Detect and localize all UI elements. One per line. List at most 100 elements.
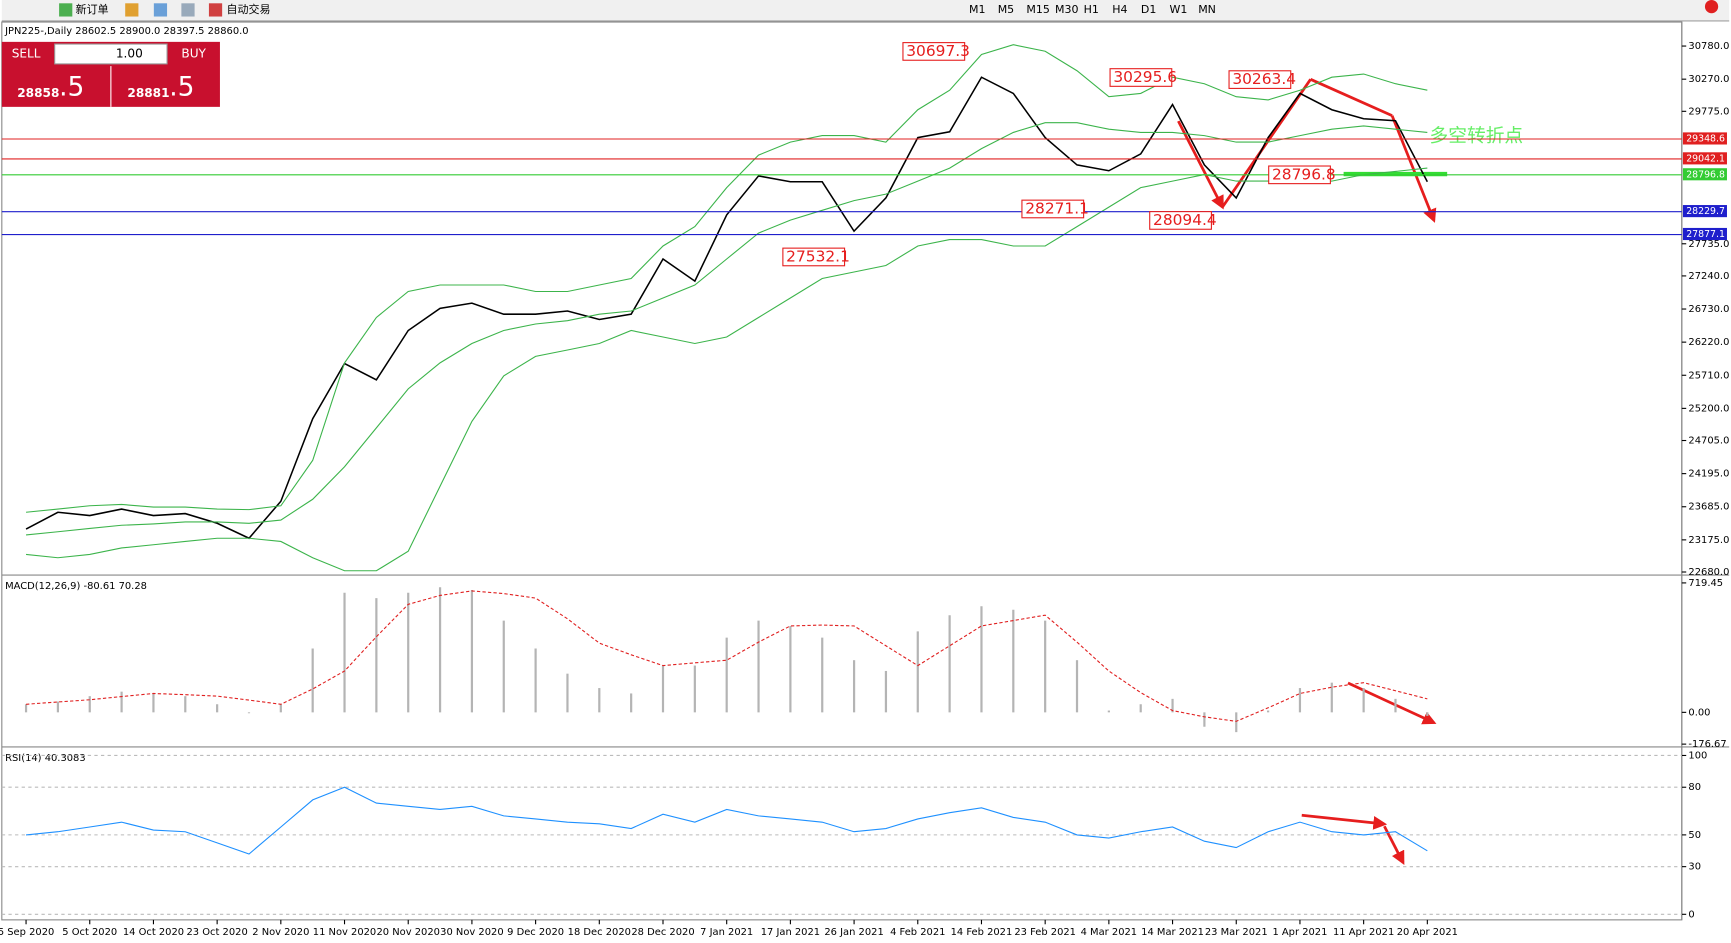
macd-arrow: [1347, 681, 1437, 725]
y-tick-label: 719.45: [1688, 578, 1723, 589]
y-tick-label: 25200.0: [1688, 403, 1729, 414]
timeframe-button[interactable]: H1: [1084, 3, 1099, 16]
x-tick-label: 20 Nov 2020: [376, 927, 439, 938]
chart-area: [1, 21, 1683, 921]
rsi-title: RSI(14) 40.3083: [5, 753, 86, 764]
indicator-line: [26, 590, 1428, 722]
y-tick-label: 30270.0: [1688, 74, 1729, 85]
y-tick-label: 50: [1688, 830, 1701, 841]
x-tick-label: 11 Nov 2020: [313, 927, 376, 938]
indicator-line: [25, 786, 1428, 855]
timeframe-button[interactable]: W1: [1170, 3, 1188, 16]
level-label-box: [1682, 168, 1727, 181]
tool-icon[interactable]: [125, 3, 139, 17]
level-label-box: [1682, 227, 1727, 241]
y-tick-label: 27240.0: [1688, 271, 1729, 282]
trend-arrow: [1390, 115, 1437, 223]
x-tick-label: 4 Feb 2021: [890, 927, 945, 938]
x-tick-label: 14 Mar 2021: [1141, 927, 1204, 938]
buy-price-pips[interactable]: .5: [169, 72, 194, 103]
x-tick-label: 11 Apr 2021: [1333, 927, 1394, 938]
x-tick-label: 14 Feb 2021: [951, 927, 1013, 938]
buy-button[interactable]: BUY: [181, 46, 206, 60]
y-tick-label: 26220.0: [1688, 337, 1729, 348]
annotation-box: [1149, 211, 1212, 230]
x-tick-label: 7 Jan 2021: [700, 927, 753, 938]
y-tick-label: 100: [1688, 750, 1707, 761]
timeframe-button[interactable]: M15: [1026, 3, 1050, 16]
y-tick-label: 29775.0: [1688, 106, 1729, 117]
annotation-label: 28094.4: [1153, 211, 1217, 229]
sell-price-pips[interactable]: .5: [59, 72, 84, 103]
trend-arrow: [1309, 78, 1393, 117]
macd-title: MACD(12,26,9) -80.61 70.28: [5, 581, 147, 592]
x-tick-label: 23 Mar 2021: [1205, 927, 1268, 938]
pivot-note: 多空转折点: [1430, 126, 1524, 147]
x-tick-label: 4 Mar 2021: [1081, 927, 1138, 938]
annotation-box: [782, 247, 846, 267]
toolbar: [1, 0, 1730, 21]
y-tick-label: 30780.0: [1688, 41, 1729, 52]
y-tick-label: 26730.0: [1688, 304, 1729, 315]
x-tick-label: 1 Apr 2021: [1272, 927, 1327, 938]
timeframe-button[interactable]: M5: [998, 3, 1014, 16]
new-order-icon[interactable]: [59, 3, 73, 17]
auto-trading-icon[interactable]: [208, 3, 223, 17]
timeframe-button[interactable]: MN: [1198, 3, 1216, 16]
annotation-box: [1021, 199, 1085, 219]
x-tick-label: 18 Dec 2020: [568, 927, 631, 938]
level-label: 28796.8: [1686, 169, 1725, 180]
level-label: 28229.7: [1686, 206, 1725, 217]
level-label-box: [1682, 152, 1727, 165]
level-label: 29042.1: [1686, 153, 1725, 164]
annotation-label: 28796.8: [1272, 165, 1336, 183]
y-tick-label: 23175.0: [1688, 535, 1729, 546]
volume-box[interactable]: [54, 43, 168, 65]
buy-price[interactable]: 28881: [127, 86, 169, 100]
annotation-label: 30263.4: [1232, 70, 1296, 88]
sell-button[interactable]: SELL: [12, 46, 41, 60]
x-tick-label: 5 Sep 2020: [0, 927, 54, 938]
y-tick-label: 24705.0: [1688, 436, 1729, 447]
x-tick-label: 20 Apr 2021: [1397, 927, 1458, 938]
bollinger-band: [25, 44, 1428, 513]
volume-input[interactable]: 1.00: [116, 46, 143, 60]
x-tick-label: 23 Oct 2020: [187, 927, 248, 938]
x-tick-label: 26 Jan 2021: [824, 927, 883, 938]
annotation-box: [1109, 68, 1173, 87]
timeframe-button[interactable]: M1: [969, 3, 986, 16]
notification-badge[interactable]: [1704, 0, 1719, 14]
drawn-arrows: [1177, 78, 1448, 866]
bollinger-band: [25, 122, 1428, 536]
x-tick-label: 23 Feb 2021: [1014, 927, 1076, 938]
timeframe-button[interactable]: H4: [1112, 3, 1127, 16]
new-order-button[interactable]: 新订单: [76, 2, 109, 16]
level-label-box: [1682, 205, 1727, 218]
annotation-label: 27532.1: [786, 247, 850, 265]
tool-icon[interactable]: [181, 3, 195, 17]
annotation-label: 30697.3: [906, 42, 970, 60]
timeframe-bar: M1 M5 M15 M30 H1 H4 D1 W1 MN: [969, 3, 1216, 16]
x-tick-label: 17 Jan 2021: [761, 927, 820, 938]
y-tick-label: 80: [1688, 782, 1701, 793]
price-line: [25, 76, 1429, 540]
annotation-label: 30295.6: [1113, 68, 1177, 86]
y-tick-label: 30: [1688, 862, 1701, 873]
auto-trading-button[interactable]: 自动交易: [227, 2, 271, 16]
x-tick-label: 28 Dec 2020: [631, 927, 694, 938]
rsi-arrow: [1301, 813, 1388, 830]
tool-icon[interactable]: [153, 3, 168, 17]
sell-price[interactable]: 28858: [17, 86, 59, 100]
y-tick-label: 0: [1688, 909, 1694, 920]
y-tick-label: -176.67: [1688, 739, 1726, 750]
one-click-trading: SELL BUY 1.00 28858 .5 28881 .5: [1, 41, 220, 107]
y-tick-label: 0.00: [1688, 707, 1710, 718]
timeframe-button[interactable]: M30: [1055, 3, 1079, 16]
timeframe-button[interactable]: D1: [1141, 3, 1156, 16]
annotation-box: [902, 42, 966, 61]
trend-arrow: [1177, 120, 1224, 210]
y-tick-label: 23685.0: [1688, 502, 1729, 513]
x-tick-label: 9 Dec 2020: [507, 927, 564, 938]
